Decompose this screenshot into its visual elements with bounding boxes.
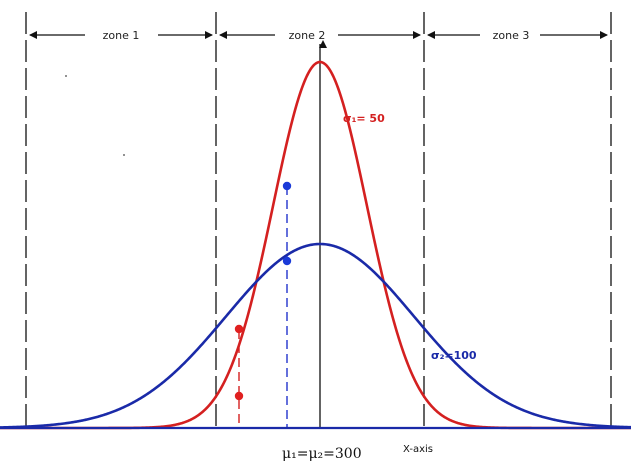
zone-3-label: zone 3	[493, 29, 530, 42]
red-curve-point	[234, 391, 244, 401]
blue-curve-point	[282, 181, 292, 191]
sigma-1-label: σ₁= 50	[343, 112, 385, 125]
distribution-curves	[0, 60, 631, 430]
zone-boundaries	[25, 12, 612, 428]
zone-1-label: zone 1	[103, 29, 140, 42]
x-axis-label: X-axis	[403, 444, 433, 455]
red-curve-point	[282, 256, 292, 266]
speck	[123, 154, 125, 156]
sigma-2-label: σ₂=100	[431, 349, 477, 362]
zone-2-label: zone 2	[289, 29, 326, 42]
blue-curve-point	[234, 324, 244, 334]
speck	[65, 75, 67, 77]
mean-label: μ₁=μ₂=300	[282, 446, 362, 462]
wide-gaussian-curve	[0, 242, 631, 429]
